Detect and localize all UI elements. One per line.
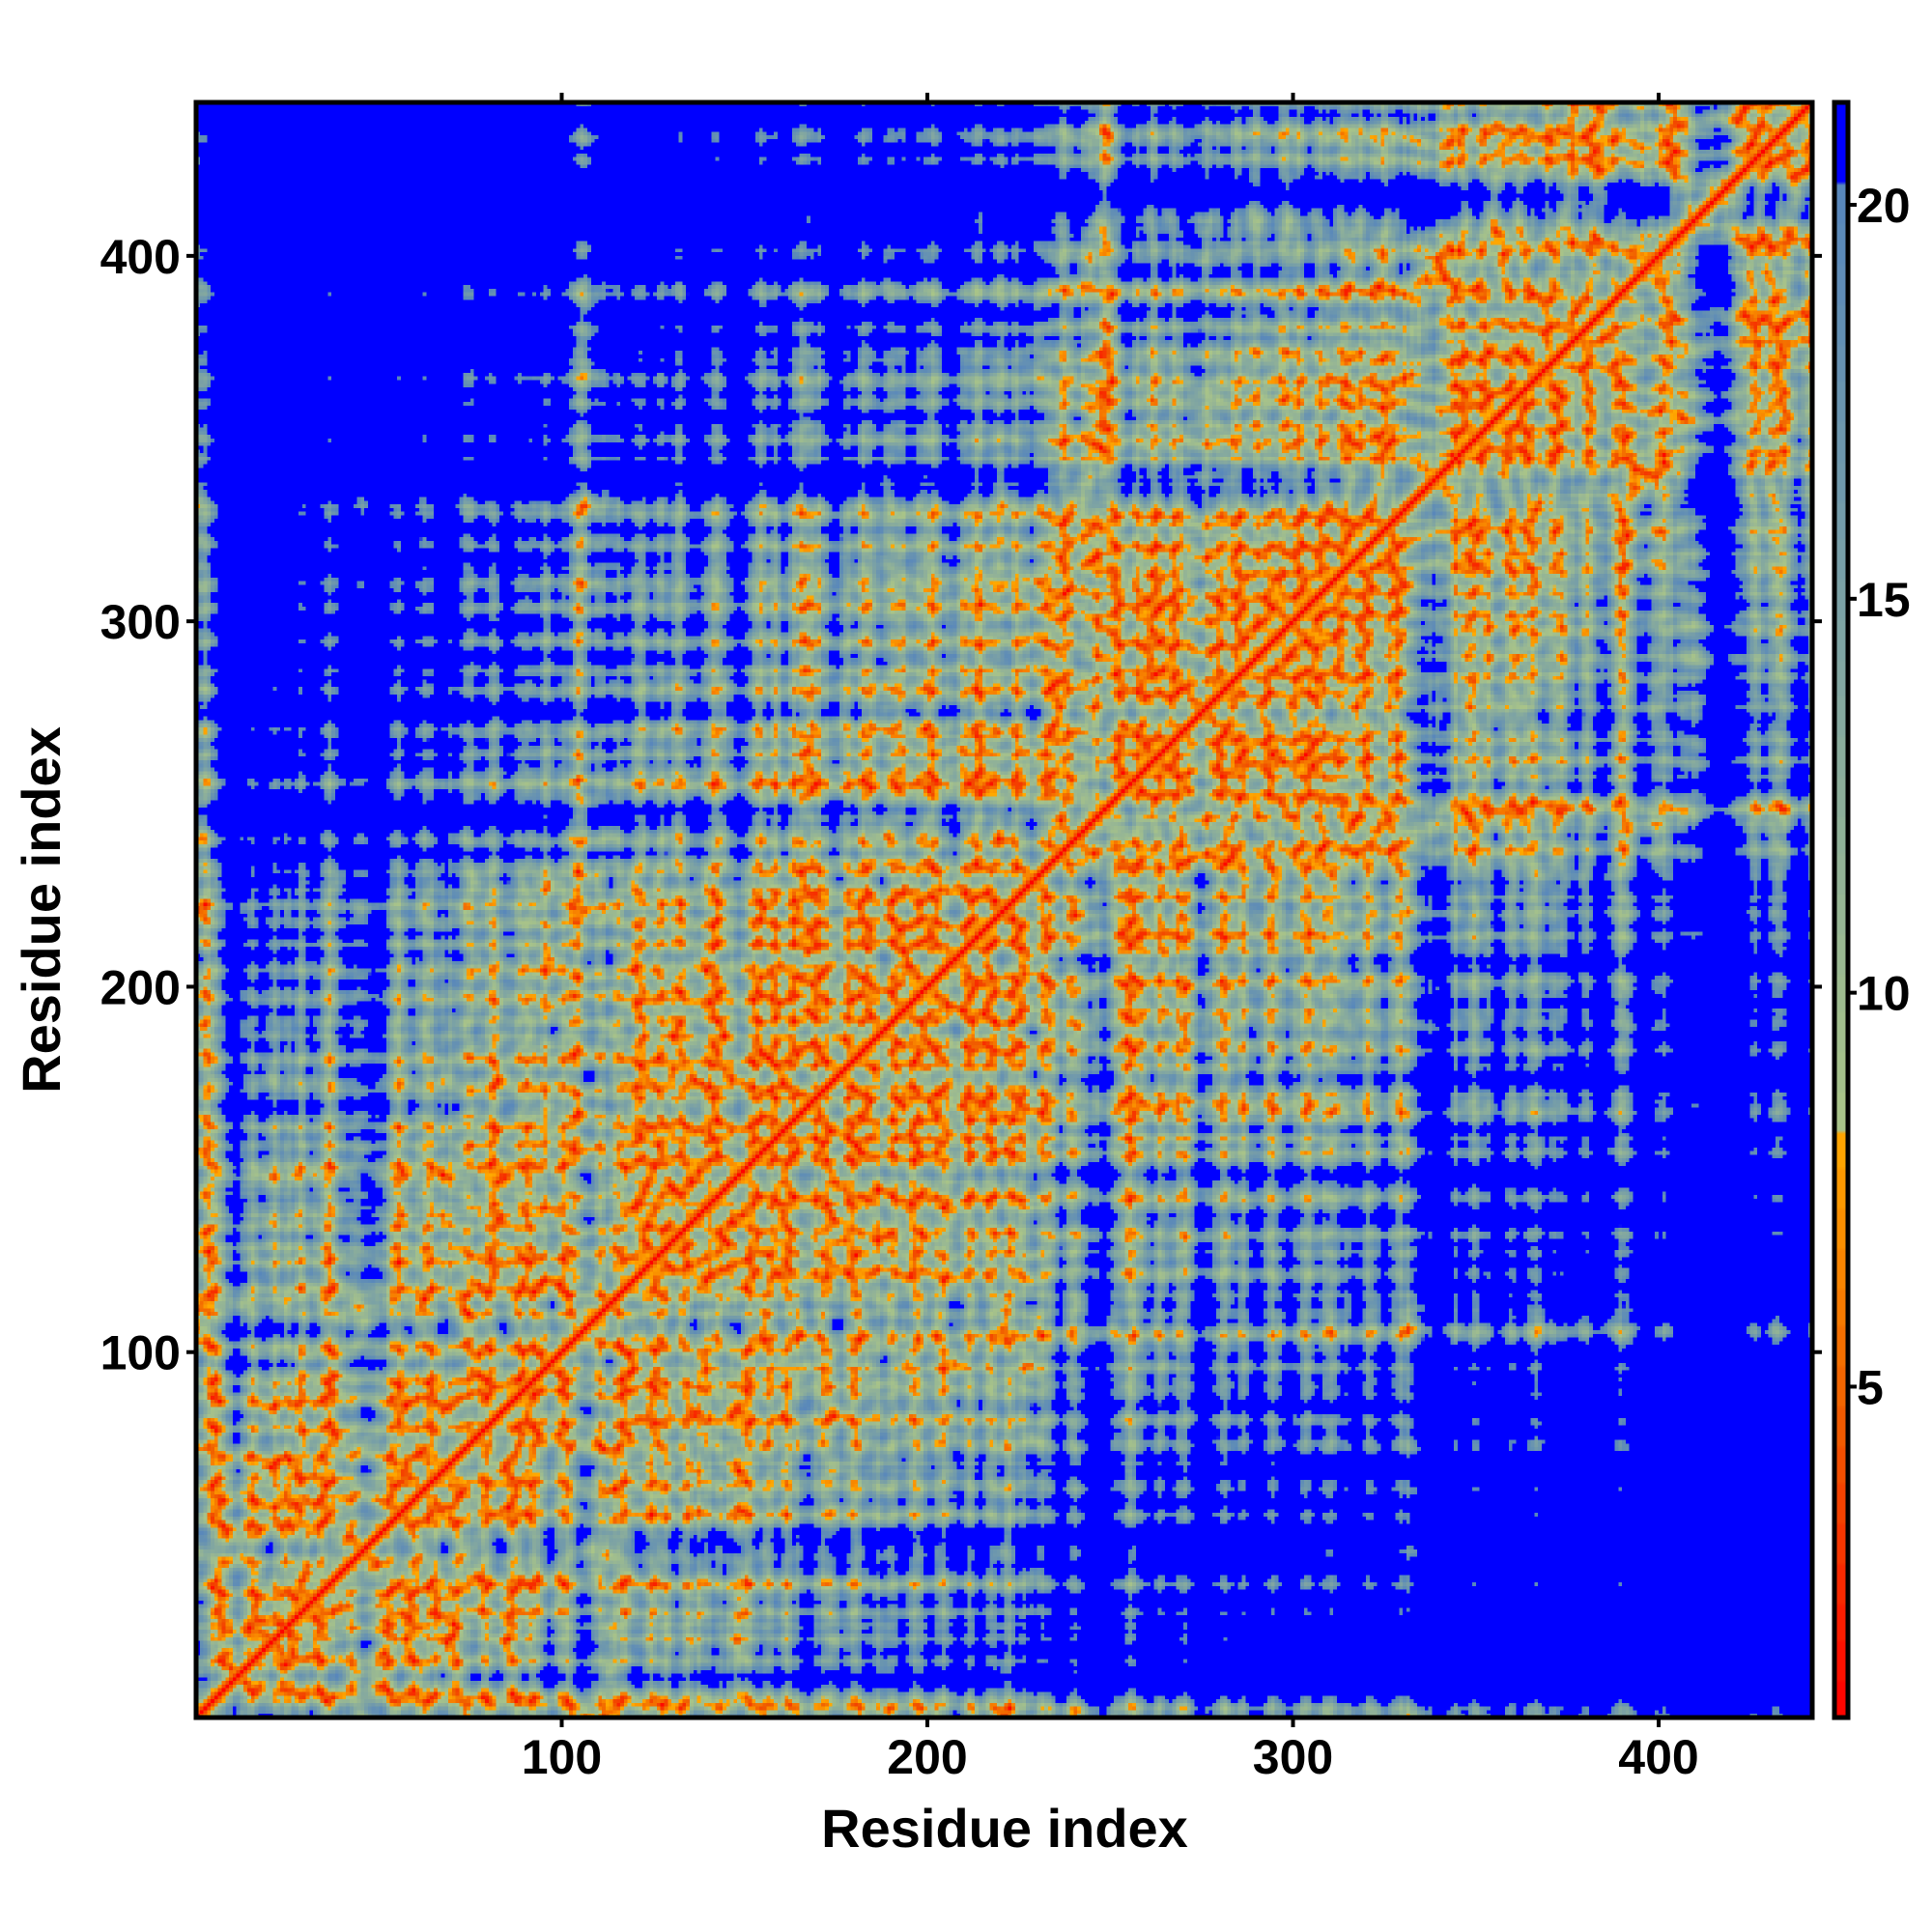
colorbar-frame [1832, 99, 1851, 1720]
colorbar-tick-label: 20 [1857, 179, 1911, 233]
y-tick-label: 200 [100, 960, 181, 1014]
y-tick-label: 300 [100, 595, 181, 649]
distance-heatmap [196, 102, 1812, 1718]
y-tick-label: 400 [100, 230, 181, 284]
colorbar-tick-label: 15 [1857, 573, 1911, 627]
colorbar [1834, 102, 1848, 1718]
x-tick-label: 400 [1618, 1730, 1698, 1784]
colorbar-tick-label: 5 [1857, 1360, 1884, 1414]
y-axis-label: Residue index [11, 726, 71, 1094]
x-tick-label: 300 [1253, 1730, 1333, 1784]
y-tick-label: 100 [100, 1326, 181, 1380]
x-tick-label: 200 [887, 1730, 967, 1784]
plot-frame [193, 99, 1815, 1720]
x-axis-label: Residue index [821, 1798, 1188, 1859]
x-tick-label: 100 [522, 1730, 602, 1784]
colorbar-tick-label: 10 [1857, 967, 1911, 1021]
